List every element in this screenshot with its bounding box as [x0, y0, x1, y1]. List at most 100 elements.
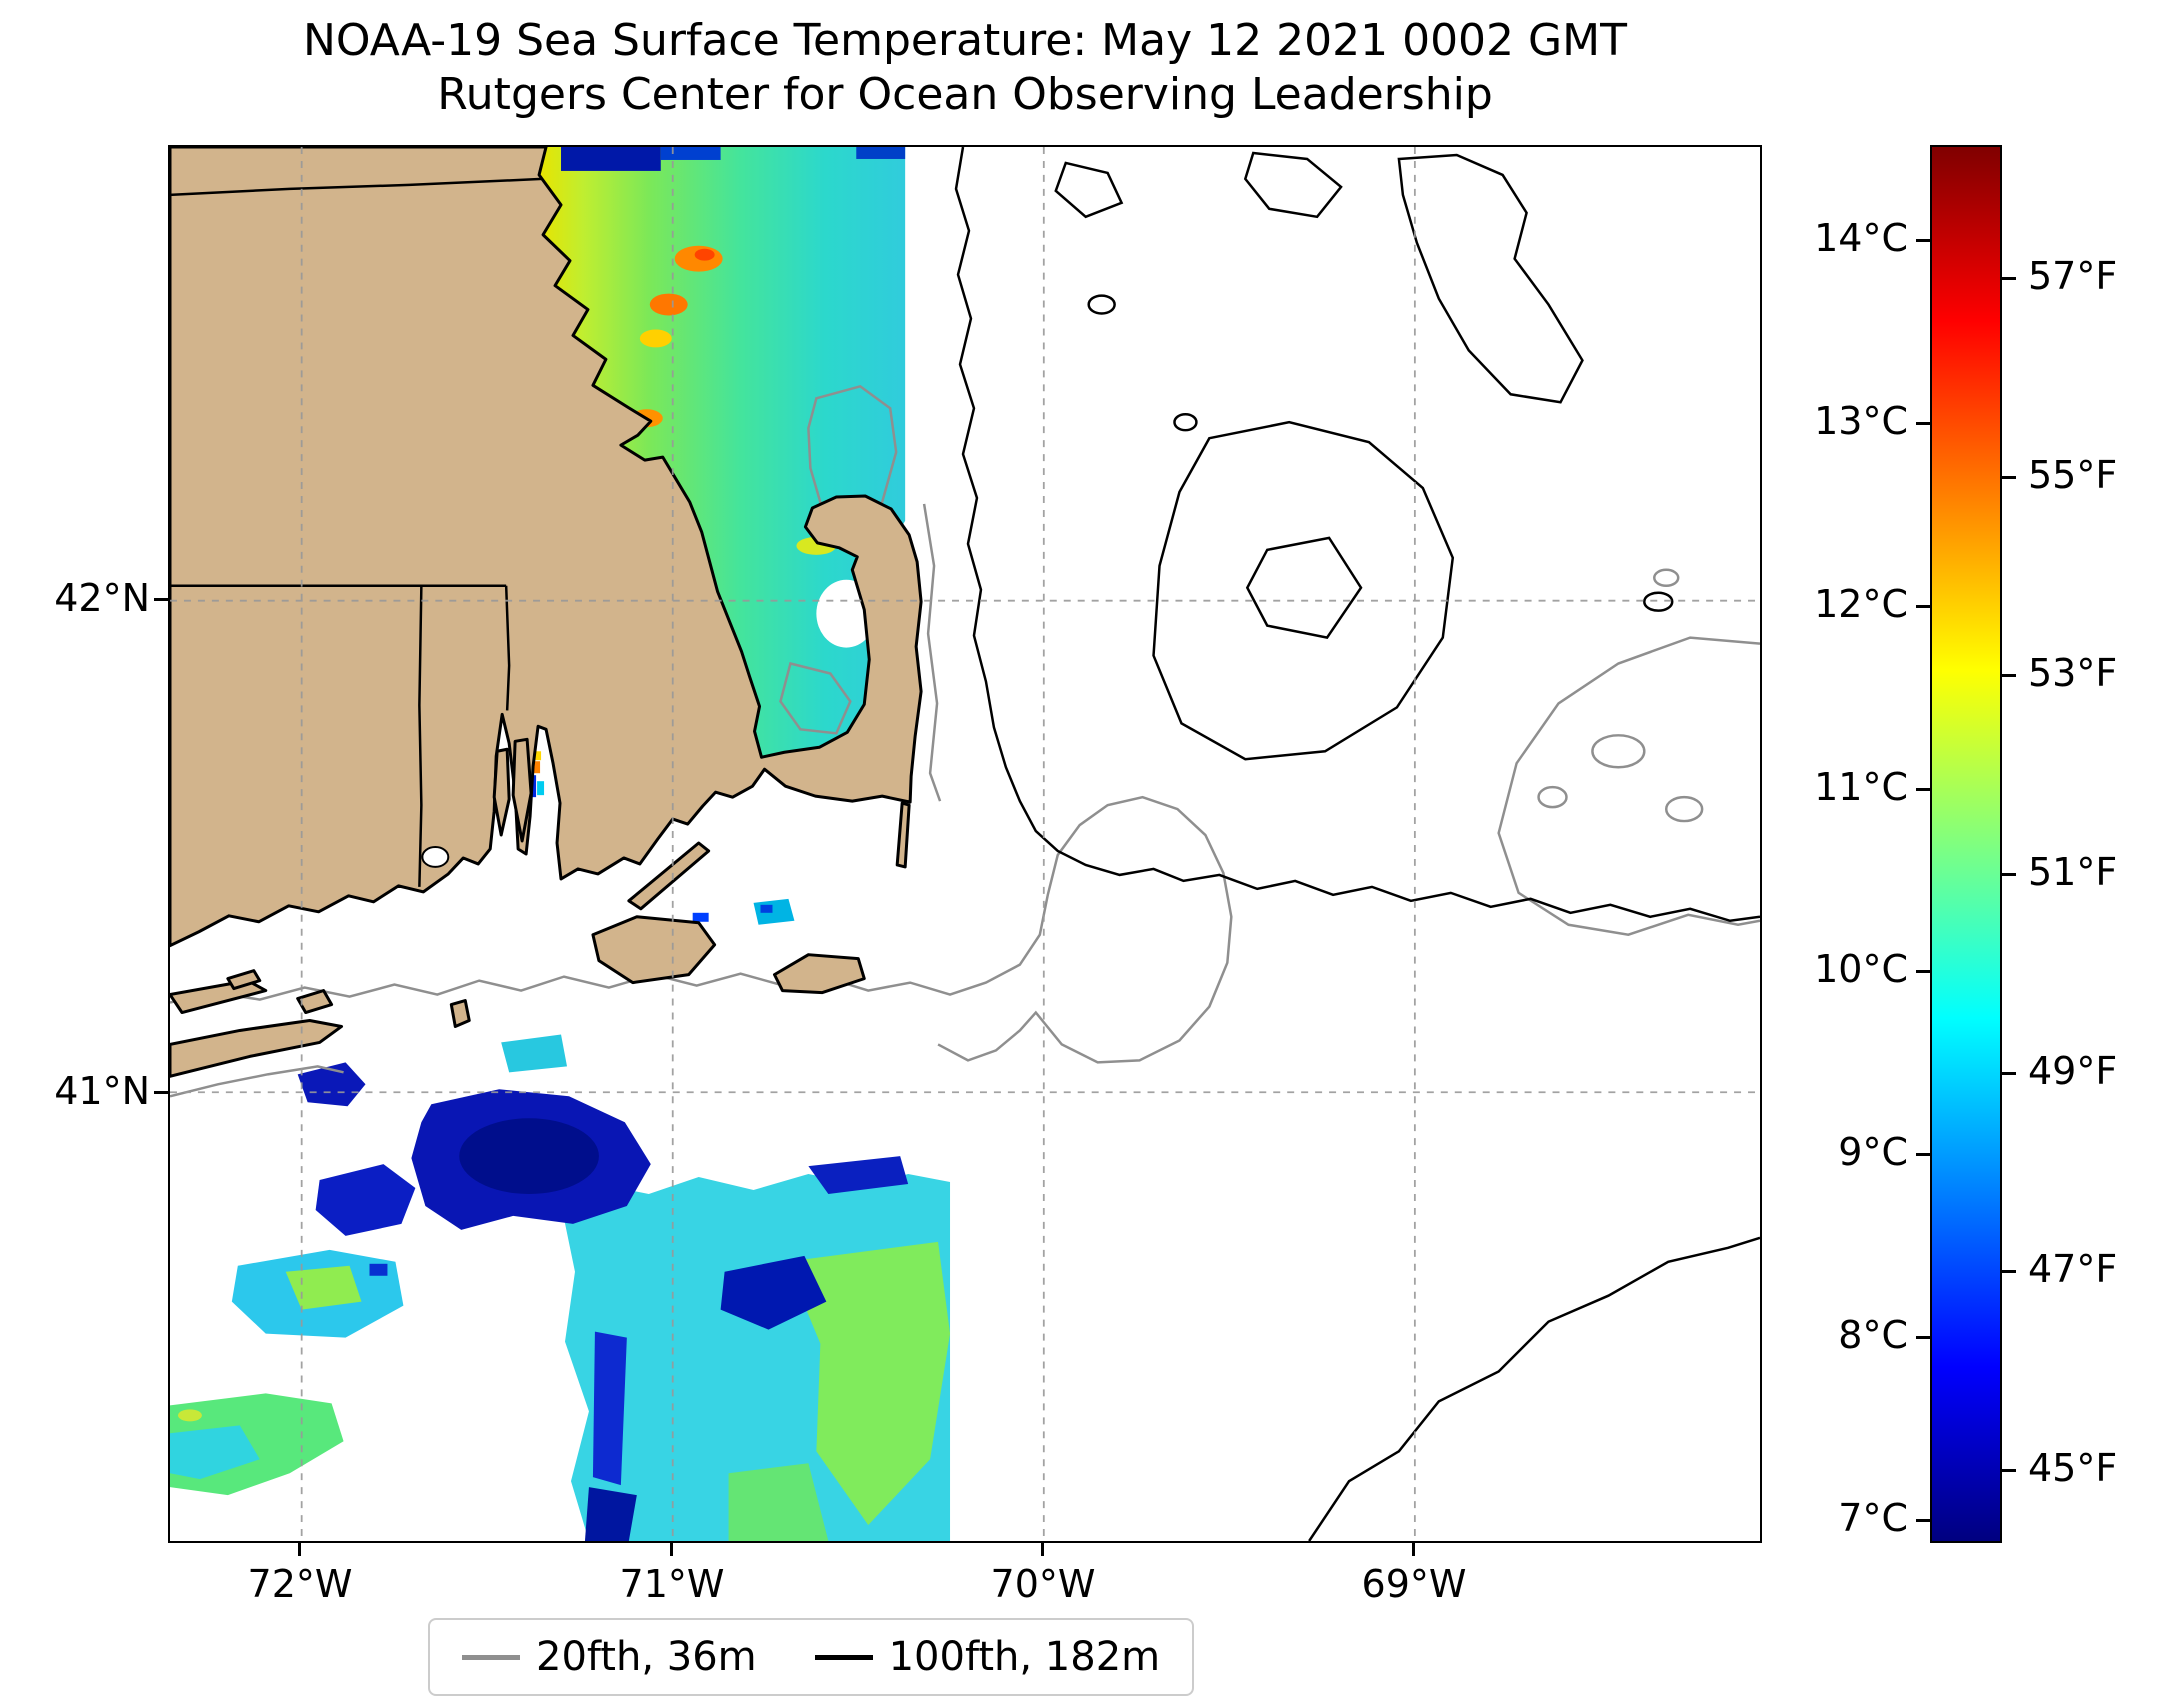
- x-tick-label-71w: 71°W: [619, 1562, 725, 1606]
- sst-patch: [531, 761, 541, 774]
- colorbar-label-fahrenheit: 55°F: [2028, 453, 2118, 497]
- x-axis-tick-mark: [670, 1543, 673, 1556]
- sst-patch: [649, 293, 688, 316]
- sst-patch: [720, 1255, 827, 1330]
- sst-patch: [760, 904, 773, 913]
- colorbar-tick-mark: [2002, 476, 2016, 479]
- sst-patch: [584, 1487, 637, 1541]
- sst-patch: [561, 147, 661, 171]
- contour-20-fathom: [170, 1065, 344, 1098]
- colorbar-label-celsius: 11°C: [1814, 765, 1908, 809]
- island-nantucket: [772, 953, 866, 995]
- colorbar-tick-mark: [2002, 277, 2016, 280]
- contour-20-fathom: [922, 503, 942, 802]
- contour-100-fathom-group: [954, 147, 1760, 1541]
- island-long-island-south-fork: [170, 1018, 344, 1078]
- sst-patch: [692, 912, 709, 922]
- contour-100-fathom: [1243, 151, 1343, 219]
- colorbar-label-celsius: 13°C: [1814, 399, 1908, 443]
- sst-patch: [369, 1263, 388, 1276]
- legend-label-20-fathom: 20fth, 36m: [536, 1634, 757, 1680]
- contour-20-fathom-group: [170, 384, 1760, 1098]
- sst-patch: [537, 781, 545, 796]
- x-axis-tick-mark: [1041, 1543, 1044, 1556]
- sst-patch: [660, 147, 721, 160]
- island-block-island: [449, 999, 471, 1028]
- y-tick-label-41n: 41°N: [54, 1069, 150, 1113]
- contour-20-fathom: [1664, 795, 1704, 823]
- colorbar-label-celsius: 9°C: [1838, 1130, 1908, 1174]
- legend-label-100-fathom: 100fth, 182m: [888, 1634, 1161, 1680]
- contour-100-fathom: [954, 147, 1760, 923]
- map-plot-area: [168, 145, 1762, 1543]
- inland-pond: [421, 845, 450, 868]
- colorbar-tick-mark: [1916, 1153, 1930, 1156]
- island-aquidneck: [511, 737, 533, 843]
- legend-line-gray: [462, 1654, 520, 1660]
- contour-20-fathom: [1591, 734, 1646, 769]
- x-tick-label-70w: 70°W: [990, 1562, 1096, 1606]
- colorbar-label-fahrenheit: 53°F: [2028, 651, 2118, 695]
- contour-100-fathom: [1397, 153, 1584, 404]
- island-marthas-vineyard: [591, 915, 717, 985]
- colorbar-tick-mark: [1916, 1336, 1930, 1339]
- contour-100-fathom: [1173, 412, 1198, 432]
- island-conanicut: [492, 747, 511, 837]
- colorbar-tick-mark: [1916, 605, 1930, 608]
- contour-20-fathom: [170, 795, 1233, 1064]
- sst-patch: [459, 1118, 599, 1194]
- colorbar-tick-mark: [2002, 674, 2016, 677]
- colorbar-tick-mark: [2002, 1469, 2016, 1472]
- x-axis-tick-mark: [1412, 1543, 1415, 1556]
- land-group: [170, 147, 923, 1078]
- contour-20-fathom: [779, 662, 852, 735]
- gridline-group: [170, 147, 1760, 1541]
- figure-subtitle: Rutgers Center for Ocean Observing Leade…: [437, 69, 1493, 120]
- colorbar-label-fahrenheit: 49°F: [2028, 1049, 2118, 1093]
- colorbar-label-fahrenheit: 51°F: [2028, 850, 2118, 894]
- sst-patch: [539, 147, 906, 758]
- island-fishers: [226, 969, 262, 991]
- colorbar-tick-mark: [2002, 873, 2016, 876]
- legend: 20fth, 36m 100fth, 182m: [428, 1618, 1195, 1696]
- sst-patch: [694, 248, 715, 261]
- figure-title: NOAA-19 Sea Surface Temperature: May 12 …: [303, 15, 1627, 66]
- legend-item-100-fathom: 100fth, 182m: [814, 1634, 1161, 1680]
- island-elizabeth-chain: [627, 841, 711, 911]
- contour-100-fathom: [1308, 1236, 1760, 1541]
- sst-patch: [315, 1164, 416, 1236]
- sst-patch: [297, 1062, 366, 1107]
- y-axis-tick-mark: [154, 598, 168, 601]
- contour-100-fathom: [1643, 591, 1674, 612]
- y-tick-label-42n: 42°N: [54, 576, 150, 620]
- colorbar-tick-mark: [1916, 970, 1930, 973]
- colorbar-label-celsius: 7°C: [1838, 1496, 1908, 1540]
- sst-patch: [177, 1409, 202, 1422]
- colorbar-tick-mark: [1916, 1519, 1930, 1522]
- colorbar-tick-mark: [2002, 1270, 2016, 1273]
- sst-patch: [639, 329, 672, 348]
- state-border: [418, 585, 423, 887]
- sst-patch: [786, 1241, 951, 1526]
- colorbar-label-fahrenheit: 47°F: [2028, 1247, 2118, 1291]
- contour-20-fathom: [1497, 636, 1760, 937]
- contour-100-fathom: [1152, 420, 1455, 761]
- legend-item-20-fathom: 20fth, 36m: [462, 1634, 757, 1680]
- state-border: [170, 177, 543, 197]
- sst-patch: [592, 1331, 627, 1486]
- sst-swath-massachusetts-bay: [539, 147, 906, 758]
- colorbar-label-fahrenheit: 45°F: [2028, 1446, 2118, 1490]
- sst-patch: [501, 1034, 568, 1073]
- contour-100-fathom: [1087, 294, 1116, 315]
- colorbar-tick-mark: [1916, 239, 1930, 242]
- colorbar-label-celsius: 14°C: [1814, 216, 1908, 260]
- x-tick-label-72w: 72°W: [247, 1562, 353, 1606]
- colorbar-label-celsius: 10°C: [1814, 947, 1908, 991]
- legend-line-black: [814, 1654, 873, 1660]
- sst-swath-south: [170, 751, 951, 1541]
- map-canvas: [170, 147, 1760, 1541]
- contour-20-fathom: [1537, 785, 1568, 809]
- colorbar-label-celsius: 12°C: [1814, 582, 1908, 626]
- colorbar-tick-mark: [1916, 788, 1930, 791]
